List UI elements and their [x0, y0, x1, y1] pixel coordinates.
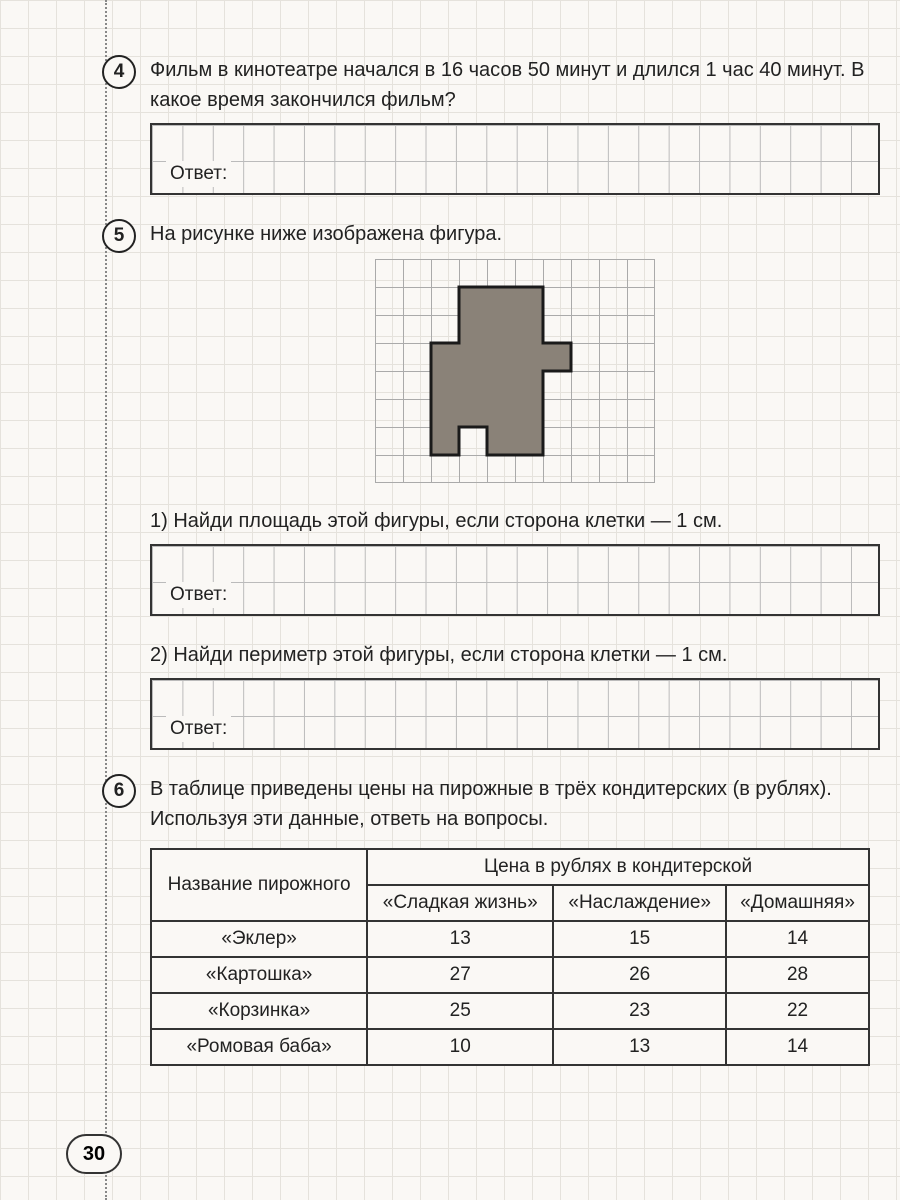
- price-cell: 10: [367, 1029, 553, 1065]
- shape-cell: [459, 399, 487, 427]
- price-cell: 13: [553, 1029, 726, 1065]
- shape-cell: [515, 315, 543, 343]
- price-cell: 22: [726, 993, 869, 1029]
- pastry-name: «Ромовая баба»: [151, 1029, 367, 1065]
- answer-label: Ответ:: [166, 161, 231, 187]
- shape-cell: [487, 399, 515, 427]
- shape-cell: [459, 371, 487, 399]
- question-text: На рисунке ниже изображена фигура.: [150, 219, 900, 249]
- subquestion-1: 1) Найди площадь этой фигуры, если сторо…: [150, 506, 900, 536]
- shop-col-1: «Сладкая жизнь»: [367, 885, 553, 921]
- shape-cell: [487, 315, 515, 343]
- price-cell: 14: [726, 1029, 869, 1065]
- question-text: В таблице приведены цены на пирожные в т…: [150, 774, 900, 834]
- question-number-badge: 4: [102, 55, 136, 89]
- price-cell: 15: [553, 921, 726, 957]
- price-cell: 13: [367, 921, 553, 957]
- shape-cell: [515, 427, 543, 455]
- price-cell: 14: [726, 921, 869, 957]
- shape-cell: [431, 371, 459, 399]
- answer-grid: [152, 125, 878, 193]
- question-6: 6 В таблице приведены цены на пирожные в…: [150, 774, 900, 1066]
- price-table: Название пирожного Цена в рублях в конди…: [150, 848, 870, 1066]
- pastry-name: «Картошка»: [151, 957, 367, 993]
- row-header-title: Название пирожного: [151, 849, 367, 921]
- answer-label: Ответ:: [166, 582, 231, 608]
- table-row: «Картошка» 27 26 28: [151, 957, 869, 993]
- pastry-name: «Корзинка»: [151, 993, 367, 1029]
- shape-cell: [487, 371, 515, 399]
- figure-area: [150, 259, 880, 488]
- table-row: «Корзинка» 25 23 22: [151, 993, 869, 1029]
- answer-box[interactable]: Ответ:: [150, 123, 880, 195]
- price-cell: 25: [367, 993, 553, 1029]
- price-cell: 27: [367, 957, 553, 993]
- shape-cell: [515, 343, 543, 371]
- shape-cell: [487, 343, 515, 371]
- question-number-badge: 6: [102, 774, 136, 808]
- table-header-row: Название пирожного Цена в рублях в конди…: [151, 849, 869, 885]
- shape-cell: [431, 343, 459, 371]
- shop-col-2: «Наслаждение»: [553, 885, 726, 921]
- question-4: 4 Фильм в кинотеатре начался в 16 часов …: [150, 55, 900, 195]
- answer-grid: [152, 546, 878, 614]
- group-header: Цена в рублях в кондитерской: [367, 849, 869, 885]
- pastry-name: «Эклер»: [151, 921, 367, 957]
- shape-cell: [431, 427, 459, 455]
- figure-grid: [375, 259, 655, 483]
- price-cell: 26: [553, 957, 726, 993]
- page-number: 30: [66, 1134, 122, 1174]
- content-area: 4 Фильм в кинотеатре начался в 16 часов …: [150, 55, 900, 1084]
- table-row: «Эклер» 13 15 14: [151, 921, 869, 957]
- margin-line: [105, 0, 107, 1200]
- shape-cell: [459, 287, 487, 315]
- shape-cell: [515, 371, 543, 399]
- shape-cell: [515, 399, 543, 427]
- answer-box[interactable]: Ответ:: [150, 544, 880, 616]
- answer-label: Ответ:: [166, 716, 231, 742]
- price-cell: 28: [726, 957, 869, 993]
- shape-cell: [459, 315, 487, 343]
- workbook-page: 4 Фильм в кинотеатре начался в 16 часов …: [0, 0, 900, 1200]
- table-row: «Ромовая баба» 10 13 14: [151, 1029, 869, 1065]
- shape-cell: [515, 287, 543, 315]
- shape-cell: [459, 343, 487, 371]
- shape-cell: [487, 287, 515, 315]
- subquestion-2: 2) Найди периметр этой фигуры, если стор…: [150, 640, 900, 670]
- question-5: 5 На рисунке ниже изображена фигура. 1) …: [150, 219, 900, 750]
- shape-cell: [431, 399, 459, 427]
- shop-col-3: «Домашняя»: [726, 885, 869, 921]
- answer-grid: [152, 680, 878, 748]
- question-number-badge: 5: [102, 219, 136, 253]
- answer-box[interactable]: Ответ:: [150, 678, 880, 750]
- question-text: Фильм в кинотеатре начался в 16 часов 50…: [150, 55, 900, 115]
- shape-cell: [487, 427, 515, 455]
- price-cell: 23: [553, 993, 726, 1029]
- shape-cell: [543, 343, 571, 371]
